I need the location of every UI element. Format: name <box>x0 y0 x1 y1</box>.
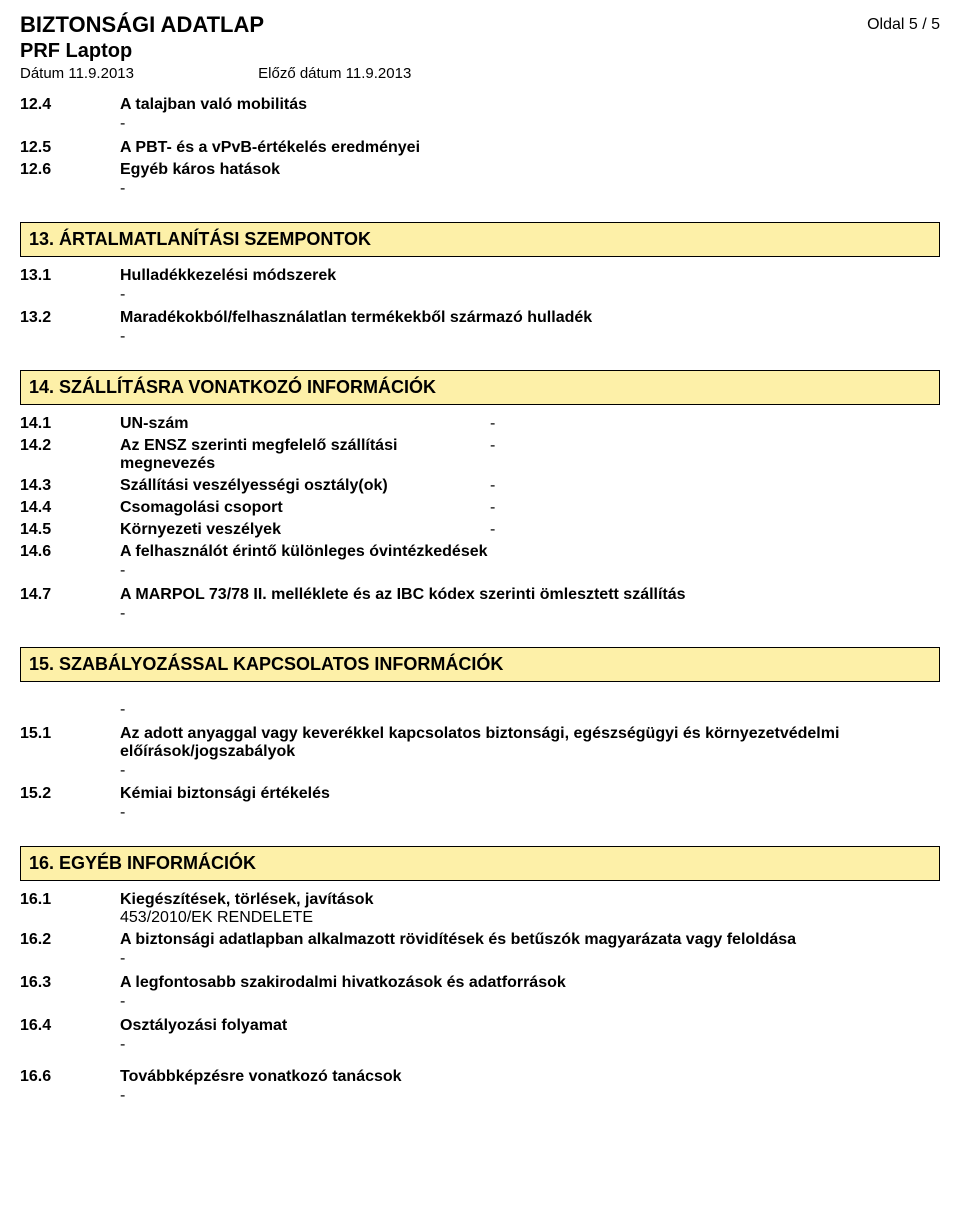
row-dash: - <box>120 179 940 200</box>
row-14-2: 14.2 Az ENSZ szerinti megfelelő szállítá… <box>20 437 940 473</box>
current-date: Dátum 11.9.2013 <box>20 65 134 82</box>
row-16-6: 16.6 Továbbképzésre vonatkozó tanácsok <box>20 1068 940 1086</box>
section-13-header: 13. ÁRTALMATLANÍTÁSI SZEMPONTOK <box>20 222 940 257</box>
row-dash: - <box>120 1035 940 1056</box>
row-14-1: 14.1 UN-szám - <box>20 415 940 433</box>
previous-date: Előző dátum 11.9.2013 <box>258 65 411 82</box>
row-label: A talajban való mobilitás <box>120 96 940 114</box>
row-dash: - <box>120 992 940 1013</box>
row-13-1: 13.1 Hulladékkezelési módszerek <box>20 267 940 285</box>
row-dash: - <box>120 700 940 721</box>
row-14-7: 14.7 A MARPOL 73/78 II. melléklete és az… <box>20 586 940 604</box>
row-number: 14.4 <box>20 499 120 517</box>
row-dash: - <box>120 561 940 582</box>
row-number: 16.1 <box>20 891 120 909</box>
row-dash: - <box>120 1086 940 1107</box>
row-number: 15.1 <box>20 725 120 743</box>
row-label: Az ENSZ szerinti megfelelő szállítási me… <box>120 437 490 473</box>
section-16-body: 16.1 Kiegészítések, törlések, javítások … <box>20 891 940 1106</box>
row-16-1: 16.1 Kiegészítések, törlések, javítások <box>20 891 940 909</box>
document-title: BIZTONSÁGI ADATLAP <box>20 12 411 38</box>
row-12-4: 12.4 A talajban való mobilitás <box>20 96 940 114</box>
row-dash: - <box>120 803 940 824</box>
row-subtext: 453/2010/EK RENDELETE <box>120 909 940 927</box>
row-14-4: 14.4 Csomagolási csoport - <box>20 499 940 517</box>
row-value: - <box>490 437 495 455</box>
row-label: Csomagolási csoport <box>120 499 490 517</box>
section-13-body: 13.1 Hulladékkezelési módszerek - 13.2 M… <box>20 267 940 349</box>
row-number: 14.3 <box>20 477 120 495</box>
section-15-body: - 15.1 Az adott anyaggal vagy keverékkel… <box>20 692 940 824</box>
row-label: A biztonsági adatlapban alkalmazott rövi… <box>120 931 940 949</box>
row-dash: - <box>120 949 940 970</box>
header-left: BIZTONSÁGI ADATLAP PRF Laptop Dátum 11.9… <box>20 12 411 82</box>
row-number: 12.4 <box>20 96 120 114</box>
row-label: UN-szám <box>120 415 490 433</box>
row-number: 16.6 <box>20 1068 120 1086</box>
row-label: A felhasználót érintő különleges óvintéz… <box>120 543 940 561</box>
row-label: Szállítási veszélyességi osztály(ok) <box>120 477 490 495</box>
row-label: Egyéb káros hatások <box>120 161 940 179</box>
page-indicator: Oldal 5 / 5 <box>867 12 940 34</box>
row-14-3: 14.3 Szállítási veszélyességi osztály(ok… <box>20 477 940 495</box>
product-name: PRF Laptop <box>20 40 411 63</box>
row-value: - <box>490 415 495 433</box>
row-number: 13.1 <box>20 267 120 285</box>
row-label: Az adott anyaggal vagy keverékkel kapcso… <box>120 725 940 761</box>
row-12-5: 12.5 A PBT- és a vPvB-értékelés eredmény… <box>20 139 940 157</box>
row-label: Maradékokból/felhasználatlan termékekből… <box>120 309 940 327</box>
row-number: 16.3 <box>20 974 120 992</box>
section-15-header: 15. SZABÁLYOZÁSSAL KAPCSOLATOS INFORMÁCI… <box>20 647 940 682</box>
row-number: 16.2 <box>20 931 120 949</box>
row-number: 14.1 <box>20 415 120 433</box>
row-dash: - <box>120 604 940 625</box>
row-number: 12.5 <box>20 139 120 157</box>
row-label: Hulladékkezelési módszerek <box>120 267 940 285</box>
row-label: A PBT- és a vPvB-értékelés eredményei <box>120 139 940 157</box>
row-label: Környezeti veszélyek <box>120 521 490 539</box>
row-value: - <box>490 521 495 539</box>
row-dash: - <box>120 285 940 306</box>
section-14-body: 14.1 UN-szám - 14.2 Az ENSZ szerinti meg… <box>20 415 940 625</box>
row-label: Továbbképzésre vonatkozó tanácsok <box>120 1068 940 1086</box>
row-16-3: 16.3 A legfontosabb szakirodalmi hivatko… <box>20 974 940 992</box>
row-15-2: 15.2 Kémiai biztonsági értékelés <box>20 785 940 803</box>
row-dash: - <box>120 114 940 135</box>
row-number: 14.6 <box>20 543 120 561</box>
row-label: Osztályozási folyamat <box>120 1017 940 1035</box>
row-14-5: 14.5 Környezeti veszélyek - <box>20 521 940 539</box>
row-12-6: 12.6 Egyéb káros hatások <box>20 161 940 179</box>
section-16-header: 16. EGYÉB INFORMÁCIÓK <box>20 846 940 881</box>
row-label: Kémiai biztonsági értékelés <box>120 785 940 803</box>
row-number: 14.5 <box>20 521 120 539</box>
row-number: 13.2 <box>20 309 120 327</box>
row-dash: - <box>120 761 940 782</box>
row-14-6: 14.6 A felhasználót érintő különleges óv… <box>20 543 940 561</box>
date-row: Dátum 11.9.2013 Előző dátum 11.9.2013 <box>20 65 411 82</box>
row-number: 15.2 <box>20 785 120 803</box>
section-14-header: 14. SZÁLLÍTÁSRA VONATKOZÓ INFORMÁCIÓK <box>20 370 940 405</box>
row-16-4: 16.4 Osztályozási folyamat <box>20 1017 940 1035</box>
row-label: A MARPOL 73/78 II. melléklete és az IBC … <box>120 586 940 604</box>
row-number: 12.6 <box>20 161 120 179</box>
row-15-1: 15.1 Az adott anyaggal vagy keverékkel k… <box>20 725 940 761</box>
row-number: 16.4 <box>20 1017 120 1035</box>
row-dash: - <box>120 327 940 348</box>
document-header: BIZTONSÁGI ADATLAP PRF Laptop Dátum 11.9… <box>20 12 940 82</box>
row-label: Kiegészítések, törlések, javítások <box>120 891 940 909</box>
row-value: - <box>490 477 495 495</box>
row-number: 14.2 <box>20 437 120 455</box>
row-16-2: 16.2 A biztonsági adatlapban alkalmazott… <box>20 931 940 949</box>
row-label: A legfontosabb szakirodalmi hivatkozások… <box>120 974 940 992</box>
section-12-body: 12.4 A talajban való mobilitás - 12.5 A … <box>20 96 940 200</box>
row-13-2: 13.2 Maradékokból/felhasználatlan termék… <box>20 309 940 327</box>
row-value: - <box>490 499 495 517</box>
row-number: 14.7 <box>20 586 120 604</box>
